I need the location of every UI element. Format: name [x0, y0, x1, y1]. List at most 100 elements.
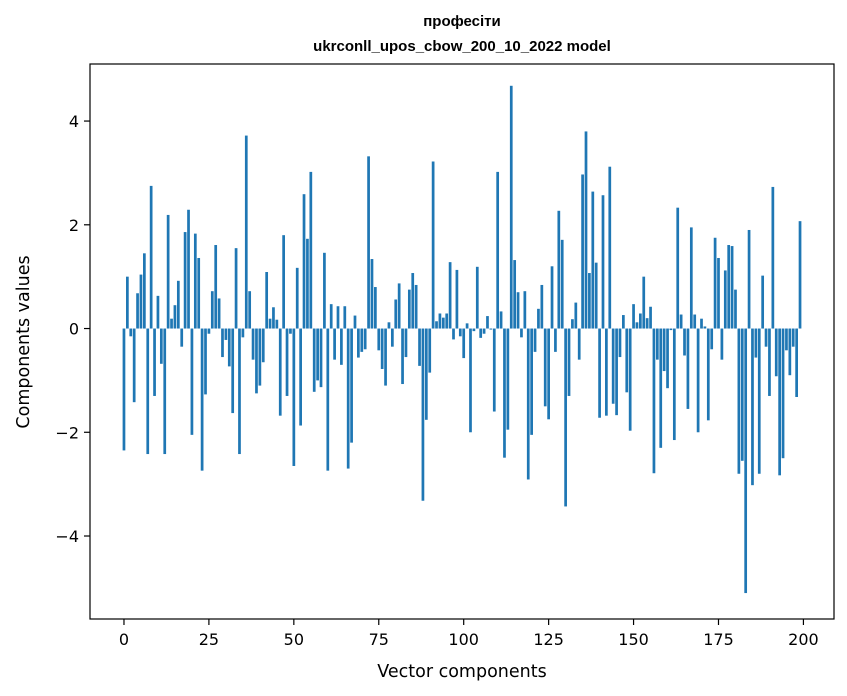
bar-50 [292, 328, 296, 466]
bar-85 [411, 273, 415, 329]
y-tick-label: −2 [55, 423, 79, 442]
x-axis-ticks: 0 25 50 75 100 125 150 175 200 [119, 619, 819, 649]
bar-28 [217, 298, 221, 329]
bar-98 [455, 269, 459, 329]
bar-117 [520, 328, 523, 338]
bar-59 [323, 252, 326, 329]
bar-44 [272, 307, 275, 329]
bars-group [122, 85, 802, 594]
bar-103 [472, 328, 476, 332]
bar-42 [265, 272, 269, 329]
bar-161 [669, 328, 673, 331]
bar-67 [350, 328, 353, 443]
x-tick-label: 25 [199, 630, 219, 649]
bar-184 [747, 229, 751, 329]
bar-120 [530, 328, 533, 435]
bar-114 [509, 85, 513, 329]
bar-167 [689, 227, 693, 329]
bar-173 [710, 328, 714, 350]
bar-195 [785, 328, 788, 351]
bar-145 [615, 328, 618, 416]
bar-188 [761, 275, 765, 329]
chart-title-line-1: професіти [423, 13, 501, 30]
bar-68 [353, 315, 357, 329]
bar-61 [329, 304, 333, 329]
bar-189 [764, 328, 768, 347]
bar-142 [605, 328, 608, 416]
bar-34 [238, 328, 241, 455]
bar-52 [299, 328, 302, 426]
bar-43 [268, 318, 272, 329]
bar-183 [744, 328, 748, 594]
bar-12 [163, 328, 167, 455]
bar-166 [686, 328, 690, 409]
bar-100 [462, 328, 466, 359]
x-axis-label: Vector components [377, 662, 546, 682]
bar-17 [180, 328, 184, 347]
bar-74 [374, 287, 377, 329]
bar-156 [652, 328, 656, 474]
bar-76 [380, 328, 384, 369]
bar-180 [734, 289, 737, 329]
bar-46 [278, 328, 282, 416]
bar-139 [594, 262, 598, 329]
bar-127 [554, 328, 557, 352]
bar-175 [717, 257, 720, 329]
bar-51 [295, 267, 299, 329]
bar-9 [153, 328, 156, 396]
bar-83 [404, 328, 408, 358]
y-tick-label: 0 [69, 320, 79, 339]
bar-31 [227, 328, 231, 367]
bar-47 [282, 235, 285, 329]
bar-5 [139, 274, 143, 329]
bar-178 [727, 245, 731, 329]
bar-35 [241, 328, 245, 338]
bar-138 [591, 191, 595, 329]
bar-41 [261, 328, 265, 363]
bar-159 [662, 328, 666, 372]
x-tick-label: 100 [448, 630, 479, 649]
bar-90 [428, 328, 432, 373]
bar-25 [207, 328, 211, 334]
bar-149 [628, 328, 632, 431]
bar-136 [584, 131, 588, 329]
bar-194 [781, 328, 785, 459]
bar-140 [598, 328, 601, 418]
bar-38 [251, 328, 255, 360]
x-tick-label: 125 [533, 630, 564, 649]
bar-56 [312, 328, 316, 392]
bar-32 [231, 328, 235, 414]
bar-124 [543, 328, 547, 407]
bar-108 [489, 328, 493, 330]
bar-126 [550, 266, 554, 329]
bar-118 [523, 291, 527, 329]
bar-186 [754, 328, 758, 358]
bar-199 [798, 221, 802, 329]
bar-60 [326, 328, 330, 471]
bar-18 [183, 232, 187, 329]
bar-82 [401, 328, 404, 385]
bar-77 [384, 328, 387, 386]
bar-112 [503, 328, 506, 458]
bar-157 [655, 328, 659, 360]
bar-53 [302, 194, 306, 329]
x-tick-label: 200 [788, 630, 819, 649]
bar-182 [740, 328, 744, 461]
bar-16 [176, 280, 180, 329]
bar-40 [258, 328, 262, 386]
x-tick-label: 0 [119, 630, 129, 649]
bar-94 [441, 317, 445, 329]
bar-65 [343, 306, 347, 329]
bar-8 [149, 185, 153, 329]
bar-15 [173, 305, 177, 329]
bar-187 [757, 328, 761, 474]
chart-title-line-2: ukrconll_upos_cbow_200_10_2022 model [313, 38, 611, 55]
bar-45 [275, 319, 279, 329]
bar-87 [418, 328, 421, 366]
bar-102 [469, 328, 472, 433]
bar-152 [639, 313, 642, 329]
bar-101 [465, 323, 469, 329]
x-tick-label: 150 [618, 630, 649, 649]
bar-23 [200, 328, 204, 471]
y-tick-label: 4 [69, 112, 79, 131]
